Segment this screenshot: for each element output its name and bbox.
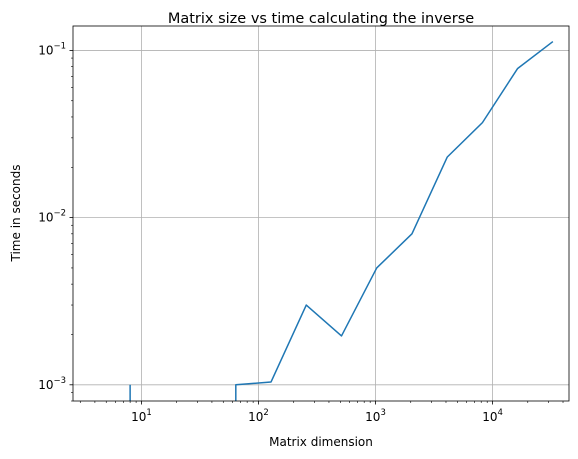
y-axis-ticks: 10−310−210−1 [38,41,73,402]
plot-frame [72,25,570,402]
y-tick-label: 10−1 [38,41,66,57]
series-layer [129,40,554,401]
y-tick-label-base: 10 [38,211,53,225]
chart-title: Matrix size vs time calculating the inve… [168,11,474,27]
y-tick-label-exponent: −2 [53,209,66,219]
y-tick-label: 10−3 [38,376,66,392]
x-axis-label: Matrix dimension [269,435,373,449]
x-tick-label: 103 [365,408,386,424]
x-tick-label-exponent: 3 [380,408,385,418]
x-tick-label-base: 10 [131,410,146,424]
y-axis-label: Time in seconds [9,165,23,263]
x-gridlines [141,26,493,401]
x-axis-ticks: 101 102 103 104 [79,401,564,424]
x-tick-label-base: 10 [482,410,497,424]
x-tick-label-exponent: 2 [263,408,268,418]
x-tick-label: 101 [131,408,152,424]
x-tick-label-base: 10 [365,410,380,424]
x-tick-label-exponent: 1 [146,408,151,418]
x-tick-label: 102 [248,408,269,424]
y-tick-label-base: 10 [38,378,53,392]
x-tick-label: 104 [482,408,503,424]
y-tick-label-base: 10 [38,43,53,57]
series-line-0 [129,40,554,401]
x-tick-label-base: 10 [248,410,263,424]
plot-area [73,26,569,401]
x-tick-label-exponent: 4 [497,408,502,418]
y-tick-label: 10−2 [38,209,66,225]
y-gridlines [73,50,569,386]
y-tick-label-exponent: −1 [53,41,66,51]
y-tick-label-exponent: −3 [53,376,66,386]
